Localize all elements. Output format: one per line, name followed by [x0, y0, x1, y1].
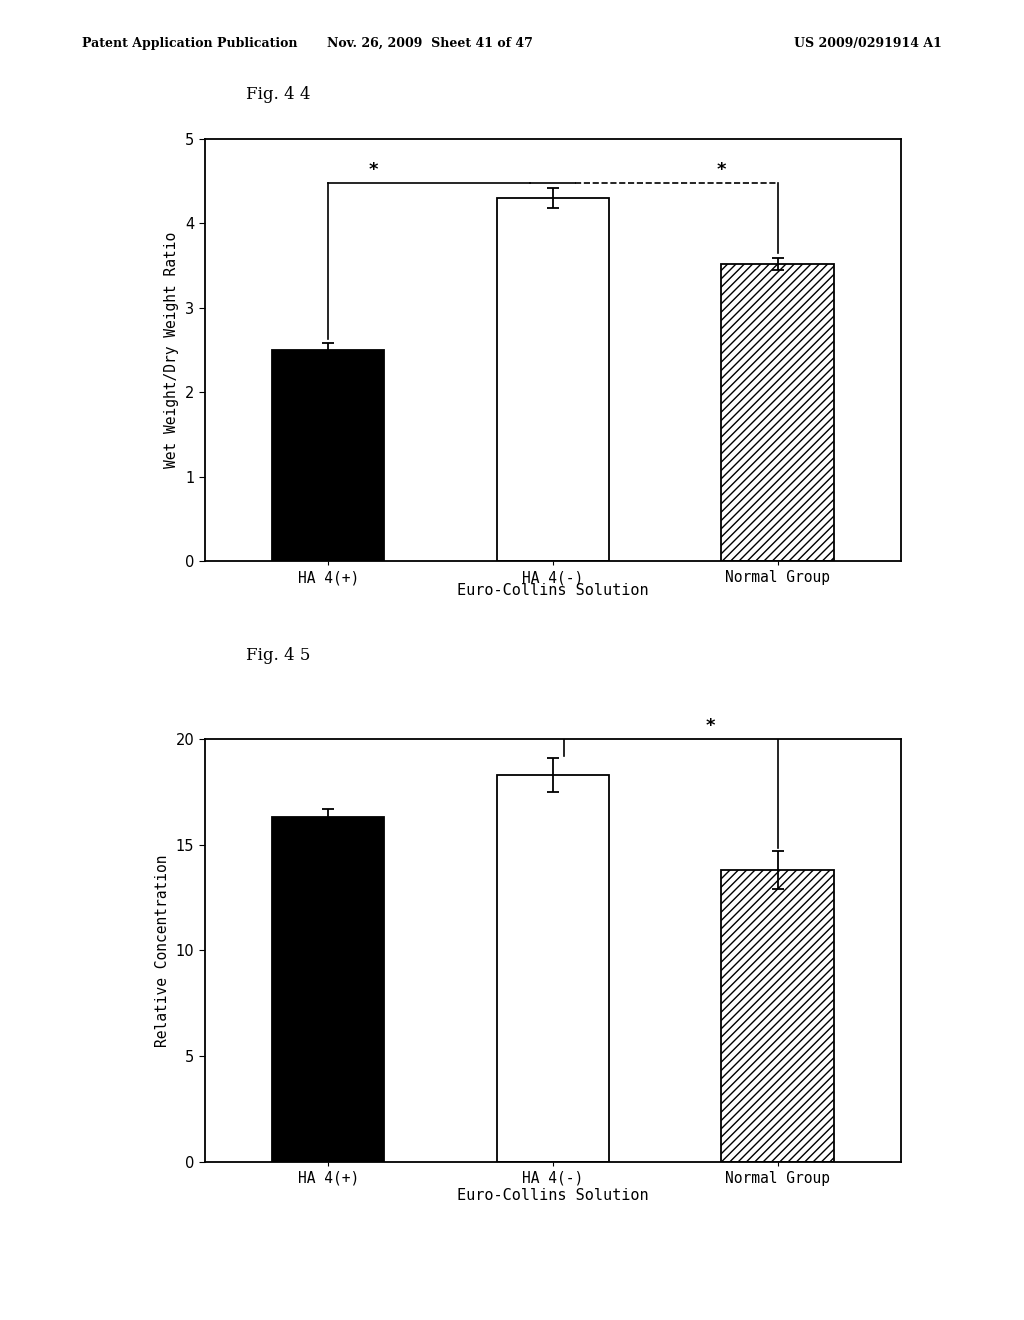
Bar	[272, 350, 384, 561]
Text: Fig. 4 5: Fig. 4 5	[246, 647, 310, 664]
Bar	[497, 198, 609, 561]
Text: *: *	[369, 161, 378, 180]
Text: US 2009/0291914 A1: US 2009/0291914 A1	[795, 37, 942, 50]
Text: Patent Application Publication: Patent Application Publication	[82, 37, 297, 50]
Bar	[722, 870, 834, 1162]
Bar	[497, 775, 609, 1162]
Text: *: *	[706, 717, 715, 735]
Text: Euro-Collins Solution: Euro-Collins Solution	[457, 1188, 649, 1203]
Bar	[272, 817, 384, 1162]
Text: Fig. 4 4: Fig. 4 4	[246, 86, 310, 103]
Text: Nov. 26, 2009  Sheet 41 of 47: Nov. 26, 2009 Sheet 41 of 47	[327, 37, 534, 50]
Y-axis label: Relative Concentration: Relative Concentration	[155, 854, 170, 1047]
Bar	[722, 264, 834, 561]
Text: *: *	[717, 161, 726, 180]
Y-axis label: Wet Weight/Dry Weight Ratio: Wet Weight/Dry Weight Ratio	[165, 232, 179, 467]
Text: Euro-Collins Solution: Euro-Collins Solution	[457, 583, 649, 598]
